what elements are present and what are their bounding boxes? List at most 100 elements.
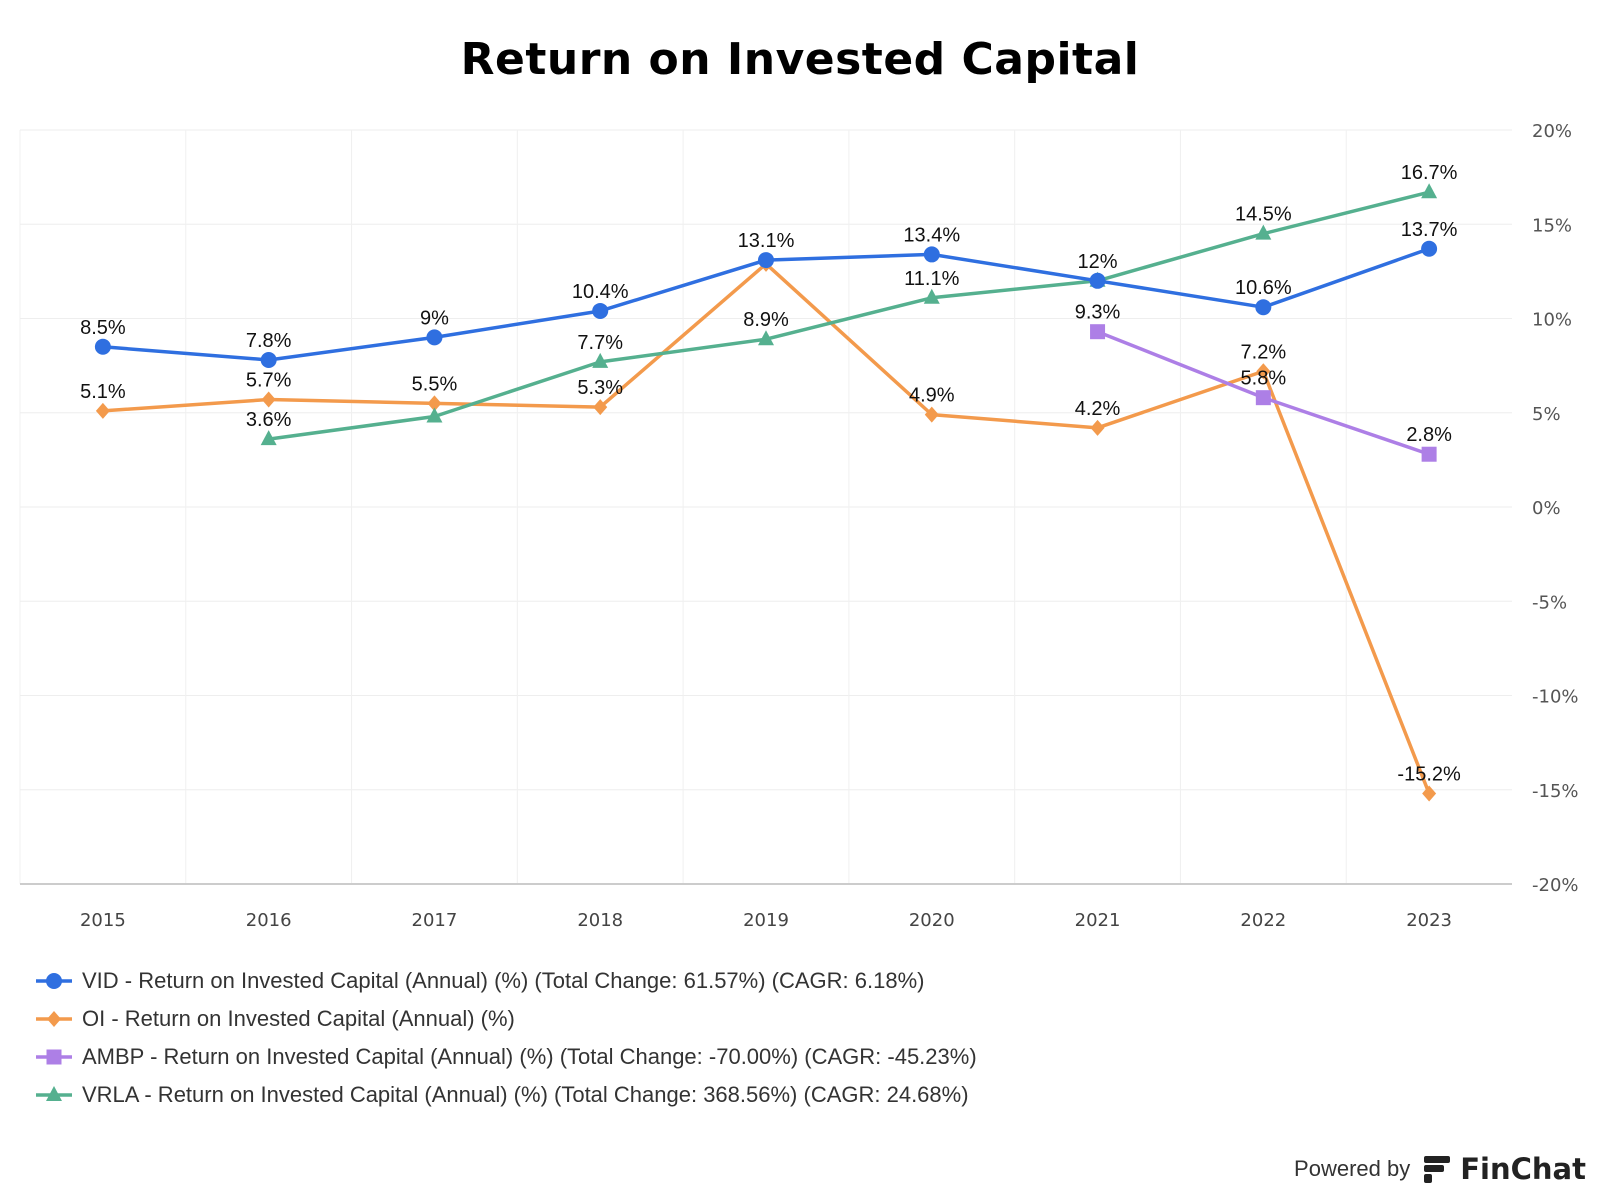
data-label: -15.2% — [1397, 764, 1461, 786]
data-point-circle — [592, 302, 609, 319]
y-tick-label: -10% — [1532, 687, 1579, 708]
data-point-square — [1421, 446, 1437, 462]
data-point-triangle — [1421, 183, 1438, 199]
data-label: 5.5% — [412, 373, 458, 395]
chart-grid — [19, 129, 1512, 884]
data-point-triangle — [1255, 224, 1272, 240]
data-point-circle — [758, 252, 774, 269]
data-point-circle — [1421, 240, 1438, 257]
data-point-diamond — [95, 402, 110, 419]
data-label: 5.8% — [1241, 368, 1287, 390]
data-point-diamond — [1256, 363, 1271, 380]
data-point-triangle — [426, 407, 443, 423]
series-lines — [102, 190, 1431, 795]
x-tick-label: 2022 — [1240, 910, 1286, 931]
x-tick-label: 2016 — [246, 910, 292, 931]
data-label: 12% — [1078, 251, 1118, 273]
legend-item[interactable]: VID - Return on Invested Capital (Annual… — [34, 962, 977, 1000]
legend-marker-shape — [46, 1049, 62, 1065]
data-point-circle — [1255, 299, 1272, 316]
data-point-circle — [923, 246, 940, 263]
legend-label: OI - Return on Invested Capital (Annual)… — [82, 1006, 515, 1031]
data-label: 10.6% — [1235, 277, 1292, 299]
attribution-footer: Powered by FinChat — [1294, 1152, 1586, 1186]
data-label: 7.8% — [246, 330, 292, 352]
y-tick-label: -20% — [1532, 875, 1579, 896]
legend-marker-shape — [47, 1011, 61, 1027]
chart-legend: VID - Return on Invested Capital (Annual… — [34, 962, 977, 1114]
finchat-logo-icon — [1424, 1156, 1451, 1183]
powered-by-text: Powered by — [1294, 1156, 1411, 1181]
y-tick-label: 20% — [1532, 121, 1572, 142]
data-label: 16.7% — [1401, 162, 1458, 184]
y-tick-label: 5% — [1532, 404, 1561, 425]
chart-axes: 20% 15% 10% 5% 0% -5% -10% -15% -20% 2015 2016 2017… — [20, 121, 1579, 931]
y-tick-label: 0% — [1532, 498, 1561, 519]
data-point-diamond — [261, 391, 276, 408]
legend-marker-shape — [46, 973, 62, 989]
data-point-triangle — [758, 330, 774, 346]
data-label: 13.4% — [903, 224, 960, 246]
legend-item[interactable]: AMBP - Return on Invested Capital (Annua… — [34, 1038, 977, 1076]
legend-triangle-icon — [36, 1086, 72, 1101]
x-tick-label: 2017 — [412, 910, 458, 931]
data-point-diamond — [593, 399, 608, 416]
x-tick-label: 2020 — [909, 910, 955, 931]
x-tick-label: 2023 — [1406, 910, 1452, 931]
x-tick-label: 2015 — [80, 910, 126, 931]
legend-circle-icon — [36, 973, 72, 989]
legend-marker-shape — [46, 1086, 62, 1101]
legend-square-icon — [36, 1049, 72, 1065]
data-label: 7.2% — [1241, 341, 1287, 363]
series-markers — [94, 183, 1438, 802]
data-label: 2.8% — [1406, 424, 1452, 446]
data-point-triangle — [592, 352, 609, 368]
legend-item[interactable]: OI - Return on Invested Capital (Annual)… — [34, 1000, 977, 1038]
y-tick-label: 15% — [1532, 215, 1572, 236]
data-label: 13.1% — [738, 230, 795, 252]
data-point-circle — [94, 338, 111, 355]
data-label: 8.9% — [743, 309, 789, 331]
data-point-square — [1090, 324, 1106, 340]
data-label: 5.7% — [246, 370, 292, 392]
data-point-circle — [1089, 272, 1106, 289]
data-point-circle — [260, 351, 277, 368]
data-point-diamond — [1422, 785, 1437, 802]
legend-item[interactable]: VRLA - Return on Invested Capital (Annua… — [34, 1076, 977, 1114]
y-tick-label: -15% — [1532, 781, 1579, 802]
data-label: 9.3% — [1075, 302, 1121, 324]
data-label: 7.7% — [577, 332, 623, 354]
data-label: 8.5% — [80, 317, 126, 339]
data-point-triangle — [260, 430, 277, 446]
data-label: 5.3% — [577, 377, 623, 399]
data-label: 13.7% — [1401, 219, 1458, 241]
data-point-diamond — [427, 395, 442, 412]
y-tick-label: -5% — [1532, 592, 1567, 613]
data-label: 14.5% — [1235, 204, 1292, 226]
legend-diamond-icon — [36, 1011, 72, 1027]
data-point-diamond — [1090, 419, 1105, 436]
data-label: 11.1% — [904, 268, 959, 290]
data-label: 9% — [420, 307, 449, 329]
data-point-circle — [426, 329, 443, 346]
legend-label: VRLA - Return on Invested Capital (Annua… — [82, 1082, 969, 1107]
legend-label: AMBP - Return on Invested Capital (Annua… — [82, 1044, 977, 1069]
data-labels: 5.1% 5.7% 5.5% 5.3% 4.9% 4.2% 7.2% -15.2% 9.3% 5.… — [80, 162, 1461, 785]
series-line-triangle — [268, 190, 1430, 441]
brand-name: FinChat — [1460, 1152, 1586, 1186]
data-point-diamond — [924, 406, 939, 423]
data-label: 4.2% — [1075, 398, 1121, 420]
x-tick-label: 2018 — [577, 910, 623, 931]
data-label: 10.4% — [572, 281, 629, 303]
x-tick-label: 2019 — [743, 910, 789, 931]
data-label: 5.1% — [80, 381, 126, 403]
data-point-square — [1255, 390, 1271, 406]
chart-title: Return on Invested Capital — [460, 34, 1140, 85]
y-tick-label: 10% — [1532, 310, 1572, 331]
data-label: 3.6% — [246, 409, 292, 431]
data-label: 4.9% — [909, 385, 955, 407]
data-point-triangle — [923, 288, 940, 304]
x-tick-label: 2021 — [1075, 910, 1121, 931]
legend-label: VID - Return on Invested Capital (Annual… — [82, 968, 925, 993]
